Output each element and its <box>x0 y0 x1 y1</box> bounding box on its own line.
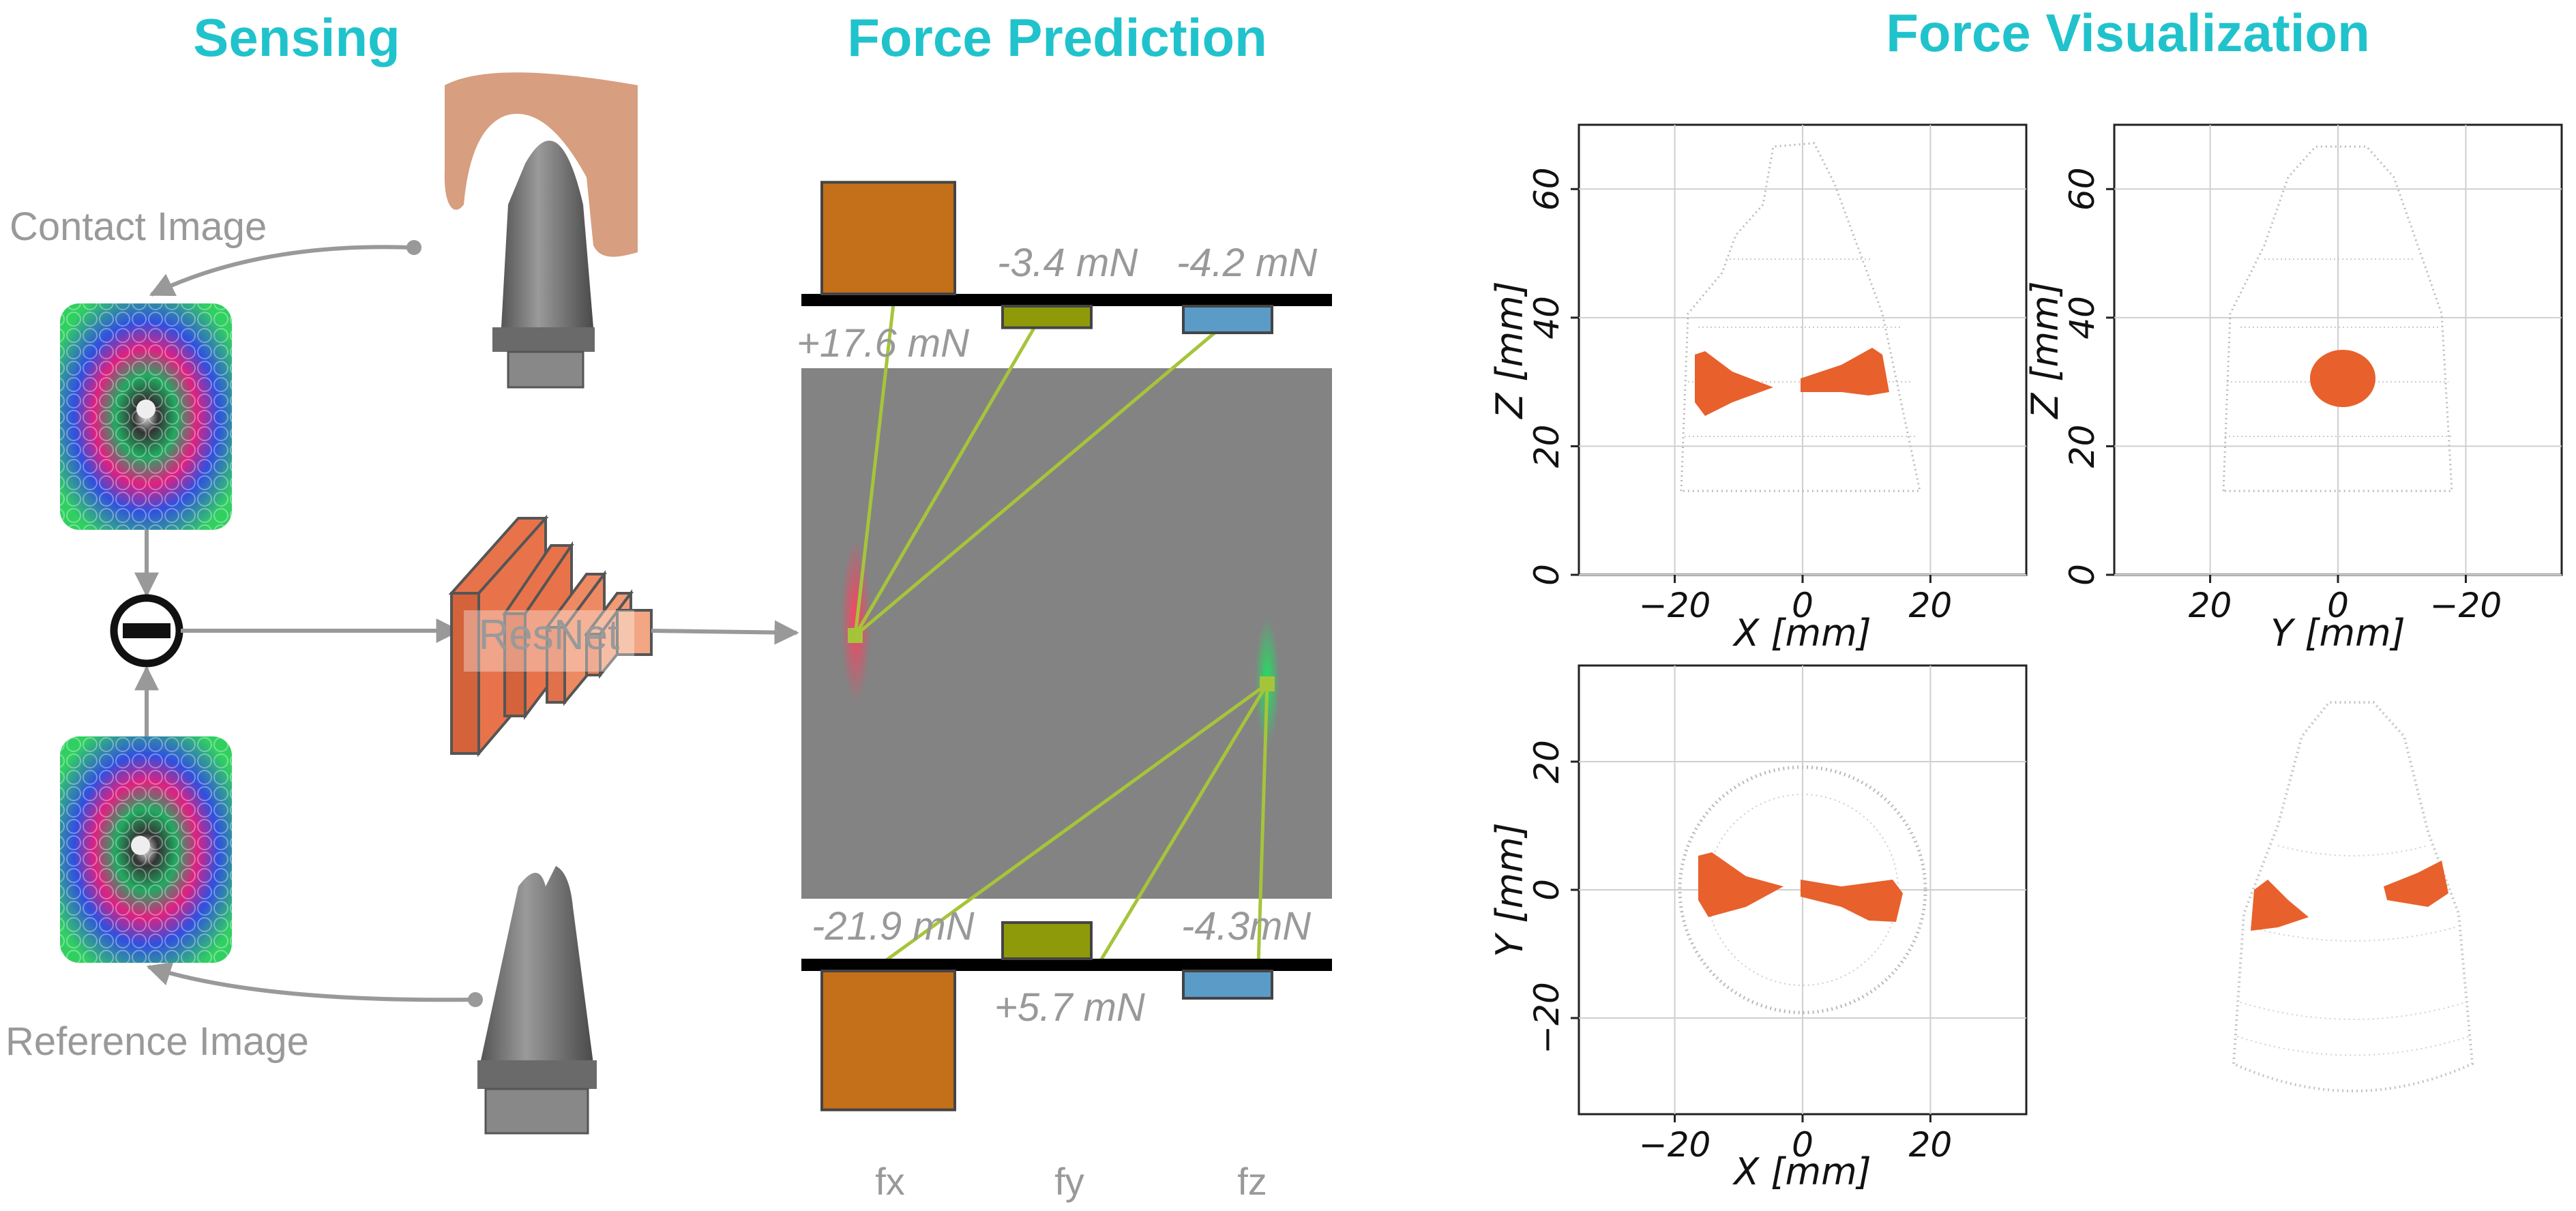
plot-xy-tick-label-y: −20 <box>1527 982 1567 1054</box>
plot-xz-tick-label-y: 0 <box>1527 564 1567 586</box>
plot-xz-tick-label-y: 20 <box>1527 425 1567 468</box>
top-bar-fx <box>820 181 956 295</box>
plot-xz-ylabel: Z [mm] <box>1488 281 1531 420</box>
prediction-panel: +17.6 mN -3.4 mN -4.2 mN -21.9 mN +5.7 m… <box>797 181 1332 1203</box>
plot-yz-tick-label-y: 20 <box>2062 425 2102 468</box>
title-sensing: Sensing <box>193 8 400 68</box>
point-cloud-xy <box>1678 765 1927 1015</box>
axis-label-fx: fx <box>875 1160 905 1203</box>
force-cluster-yz <box>2310 350 2375 407</box>
plot-xy-tick-label-x: 20 <box>1909 1125 1953 1165</box>
plot-yz-tick-label-x: 0 <box>2327 586 2349 625</box>
plot-xz-tick-label-x: 20 <box>1909 586 1953 625</box>
bottom-bar-fx <box>820 970 956 1111</box>
reference-image-label: Reference Image <box>5 1019 309 1064</box>
bottom-baseline <box>801 959 1332 971</box>
plot-xy-tick-label-x: 0 <box>1792 1125 1813 1165</box>
contact-photo-sensor <box>444 72 638 389</box>
force-map <box>801 368 1332 899</box>
contact-image-label: Contact Image <box>10 205 267 249</box>
plot-xy: −20 0 20 −20 0 20 X [mm] Y [mm] <box>1488 664 2028 1193</box>
plot-yz-tick-label-y: 60 <box>2062 167 2102 211</box>
force-cluster-xy-left <box>1698 852 1783 917</box>
plot-yz-tick-label-y: 0 <box>2062 564 2102 586</box>
force-label-top-fz: -4.2 mN <box>1176 241 1317 285</box>
plot-yz-tick-label-x: 20 <box>2189 586 2232 625</box>
axis-label-fz: fz <box>1237 1160 1267 1203</box>
plot-yz-ylabel: Z [mm] <box>2024 281 2067 420</box>
plot-xy-tick-label-x: −20 <box>1639 1125 1711 1165</box>
force-label-top-fy: -3.4 mN <box>997 241 1138 285</box>
reference-photo-sensor <box>477 866 597 1135</box>
plot-xz-xlabel: X [mm] <box>1732 612 1871 655</box>
plot-yz-xlabel: Y [mm] <box>2270 612 2405 655</box>
sensing-panel: Contact Image Reference Image <box>5 72 799 1135</box>
plot-yz: 20 0 −20 0 20 40 60 Y [mm] Z [mm] <box>2024 123 2563 655</box>
force-bars-bottom <box>801 921 1332 1111</box>
resnet-to-map-arrow <box>651 620 799 645</box>
contact-arrow-dot <box>406 240 421 255</box>
plot-xz-tick-label-y: 60 <box>1527 167 1567 211</box>
top-baseline <box>801 294 1332 306</box>
connector-marker-right <box>1260 676 1275 691</box>
resnet-icon <box>448 514 653 758</box>
resnet-label: ResNet <box>479 612 620 659</box>
force-label-bottom-fx: -21.9 mN <box>812 904 975 948</box>
force-cluster-xz-left <box>1695 351 1773 416</box>
bottom-bar-fy <box>1001 921 1093 960</box>
force-bars-top <box>801 181 1332 335</box>
top-bar-fy <box>1001 305 1093 329</box>
plot-xz: −20 0 20 0 20 40 60 X [mm] Z [mm] <box>1488 123 2028 655</box>
plot-xz-tick-label-x: −20 <box>1639 586 1711 625</box>
minus-operator-icon <box>110 594 183 668</box>
title-force-prediction: Force Prediction <box>847 8 1267 68</box>
force-cluster-3d-right <box>2384 861 2448 907</box>
connector-marker-left <box>848 628 863 643</box>
point-cloud-3d <box>2232 701 2474 1092</box>
title-force-visualization: Force Visualization <box>1886 3 2369 63</box>
visualization-panel: −20 0 20 0 20 40 60 X [mm] Z [mm] 20 0 −20 0 20 40 6… <box>1488 123 2563 1193</box>
plot-xy-tick-label-y: 0 <box>1527 879 1567 901</box>
contact-arrow <box>149 245 413 297</box>
force-cluster-xy-right <box>1801 880 1903 922</box>
reference-arrow <box>146 961 475 1002</box>
plot-xz-tick-label-x: 0 <box>1792 586 1813 625</box>
contact-tactile-image <box>60 303 232 530</box>
bottom-bar-fz <box>1182 970 1273 1000</box>
reference-arrow-dot <box>468 992 483 1007</box>
plot-xy-xlabel: X [mm] <box>1732 1150 1871 1193</box>
plot-xy-ylabel: Y [mm] <box>1488 822 1531 957</box>
force-label-bottom-fz: -4.3mN <box>1181 904 1311 948</box>
plot-xz-tick-label-y: 40 <box>1527 296 1567 340</box>
force-label-top-fx: +17.6 mN <box>797 321 969 365</box>
force-cluster-xz-right <box>1801 348 1889 395</box>
plot-xy-tick-label-y: 20 <box>1527 740 1567 783</box>
connector-lines <box>853 299 1269 967</box>
force-cluster-3d-left <box>2251 880 2309 931</box>
reference-tactile-image <box>60 736 232 963</box>
axis-label-fy: fy <box>1054 1160 1084 1203</box>
top-bar-fz <box>1182 305 1273 335</box>
force-label-bottom-fy: +5.7 mN <box>994 985 1145 1030</box>
plot-yz-tick-label-x: −20 <box>2430 586 2502 625</box>
plot-yz-tick-label-y: 40 <box>2062 296 2102 340</box>
